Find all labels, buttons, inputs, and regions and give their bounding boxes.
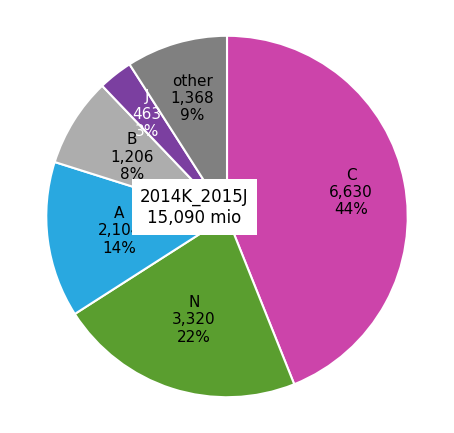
Text: J
463
3%: J 463 3% <box>132 89 161 139</box>
Text: 2014K_2015J
15,090 mio: 2014K_2015J 15,090 mio <box>140 188 249 227</box>
Wedge shape <box>54 86 227 216</box>
Text: other
1,368
9%: other 1,368 9% <box>171 74 214 123</box>
Wedge shape <box>75 216 294 397</box>
Text: N
3,320
22%: N 3,320 22% <box>172 295 216 345</box>
Wedge shape <box>129 36 227 216</box>
Wedge shape <box>46 162 227 314</box>
Wedge shape <box>102 65 227 216</box>
Text: A
2,104
14%: A 2,104 14% <box>98 206 141 255</box>
Wedge shape <box>227 36 408 384</box>
Text: C
6,630
44%: C 6,630 44% <box>329 168 373 217</box>
Text: B
1,206
8%: B 1,206 8% <box>110 132 153 182</box>
